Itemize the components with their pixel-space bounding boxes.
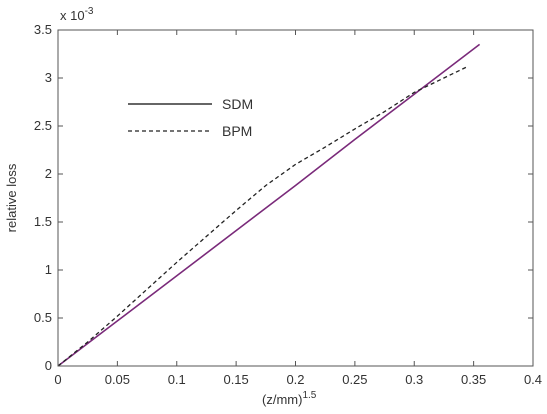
x-axis-label-exponent: 1.5	[302, 390, 316, 401]
y-multiplier: x 10-3	[60, 6, 94, 23]
y-tick-label: 2.5	[34, 118, 52, 133]
y-tick-label: 1	[45, 262, 52, 277]
y-multiplier-exponent: -3	[85, 6, 94, 17]
x-tick-label: 0.25	[342, 372, 367, 387]
y-tick-label: 0	[45, 358, 52, 373]
plot-background	[58, 30, 533, 366]
x-tick-label: 0	[54, 372, 61, 387]
y-tick-label: 3.5	[34, 22, 52, 37]
x-tick-label: 0.3	[405, 372, 423, 387]
x-tick-label: 0.2	[286, 372, 304, 387]
y-multiplier-base: x 10	[60, 8, 85, 23]
x-tick-label: 0.05	[105, 372, 130, 387]
x-tick-label: 0.15	[223, 372, 248, 387]
legend-label-sdm: SDM	[222, 96, 253, 112]
legend-label-bpm: BPM	[222, 123, 252, 139]
y-tick-label: 0.5	[34, 310, 52, 325]
y-tick-label: 2	[45, 166, 52, 181]
x-axis-label-base: (z/mm)	[262, 392, 302, 407]
x-tick-label: 0.35	[461, 372, 486, 387]
y-axis-label: relative loss	[4, 163, 19, 232]
y-tick-label: 1.5	[34, 214, 52, 229]
x-axis-label: (z/mm)1.5	[262, 390, 317, 407]
x-tick-label: 0.4	[524, 372, 542, 387]
y-tick-label: 3	[45, 70, 52, 85]
x-tick-label: 0.1	[168, 372, 186, 387]
